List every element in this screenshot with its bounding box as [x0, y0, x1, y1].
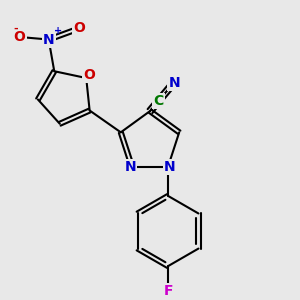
Text: -: - — [14, 24, 18, 34]
Text: O: O — [14, 30, 26, 44]
Text: N: N — [164, 160, 175, 174]
Text: F: F — [163, 284, 173, 298]
Text: N: N — [168, 76, 180, 90]
Text: O: O — [83, 68, 95, 82]
Text: +: + — [54, 26, 62, 36]
Text: N: N — [125, 160, 136, 174]
Text: C: C — [153, 94, 164, 108]
Text: O: O — [73, 21, 85, 35]
Text: N: N — [43, 32, 55, 46]
